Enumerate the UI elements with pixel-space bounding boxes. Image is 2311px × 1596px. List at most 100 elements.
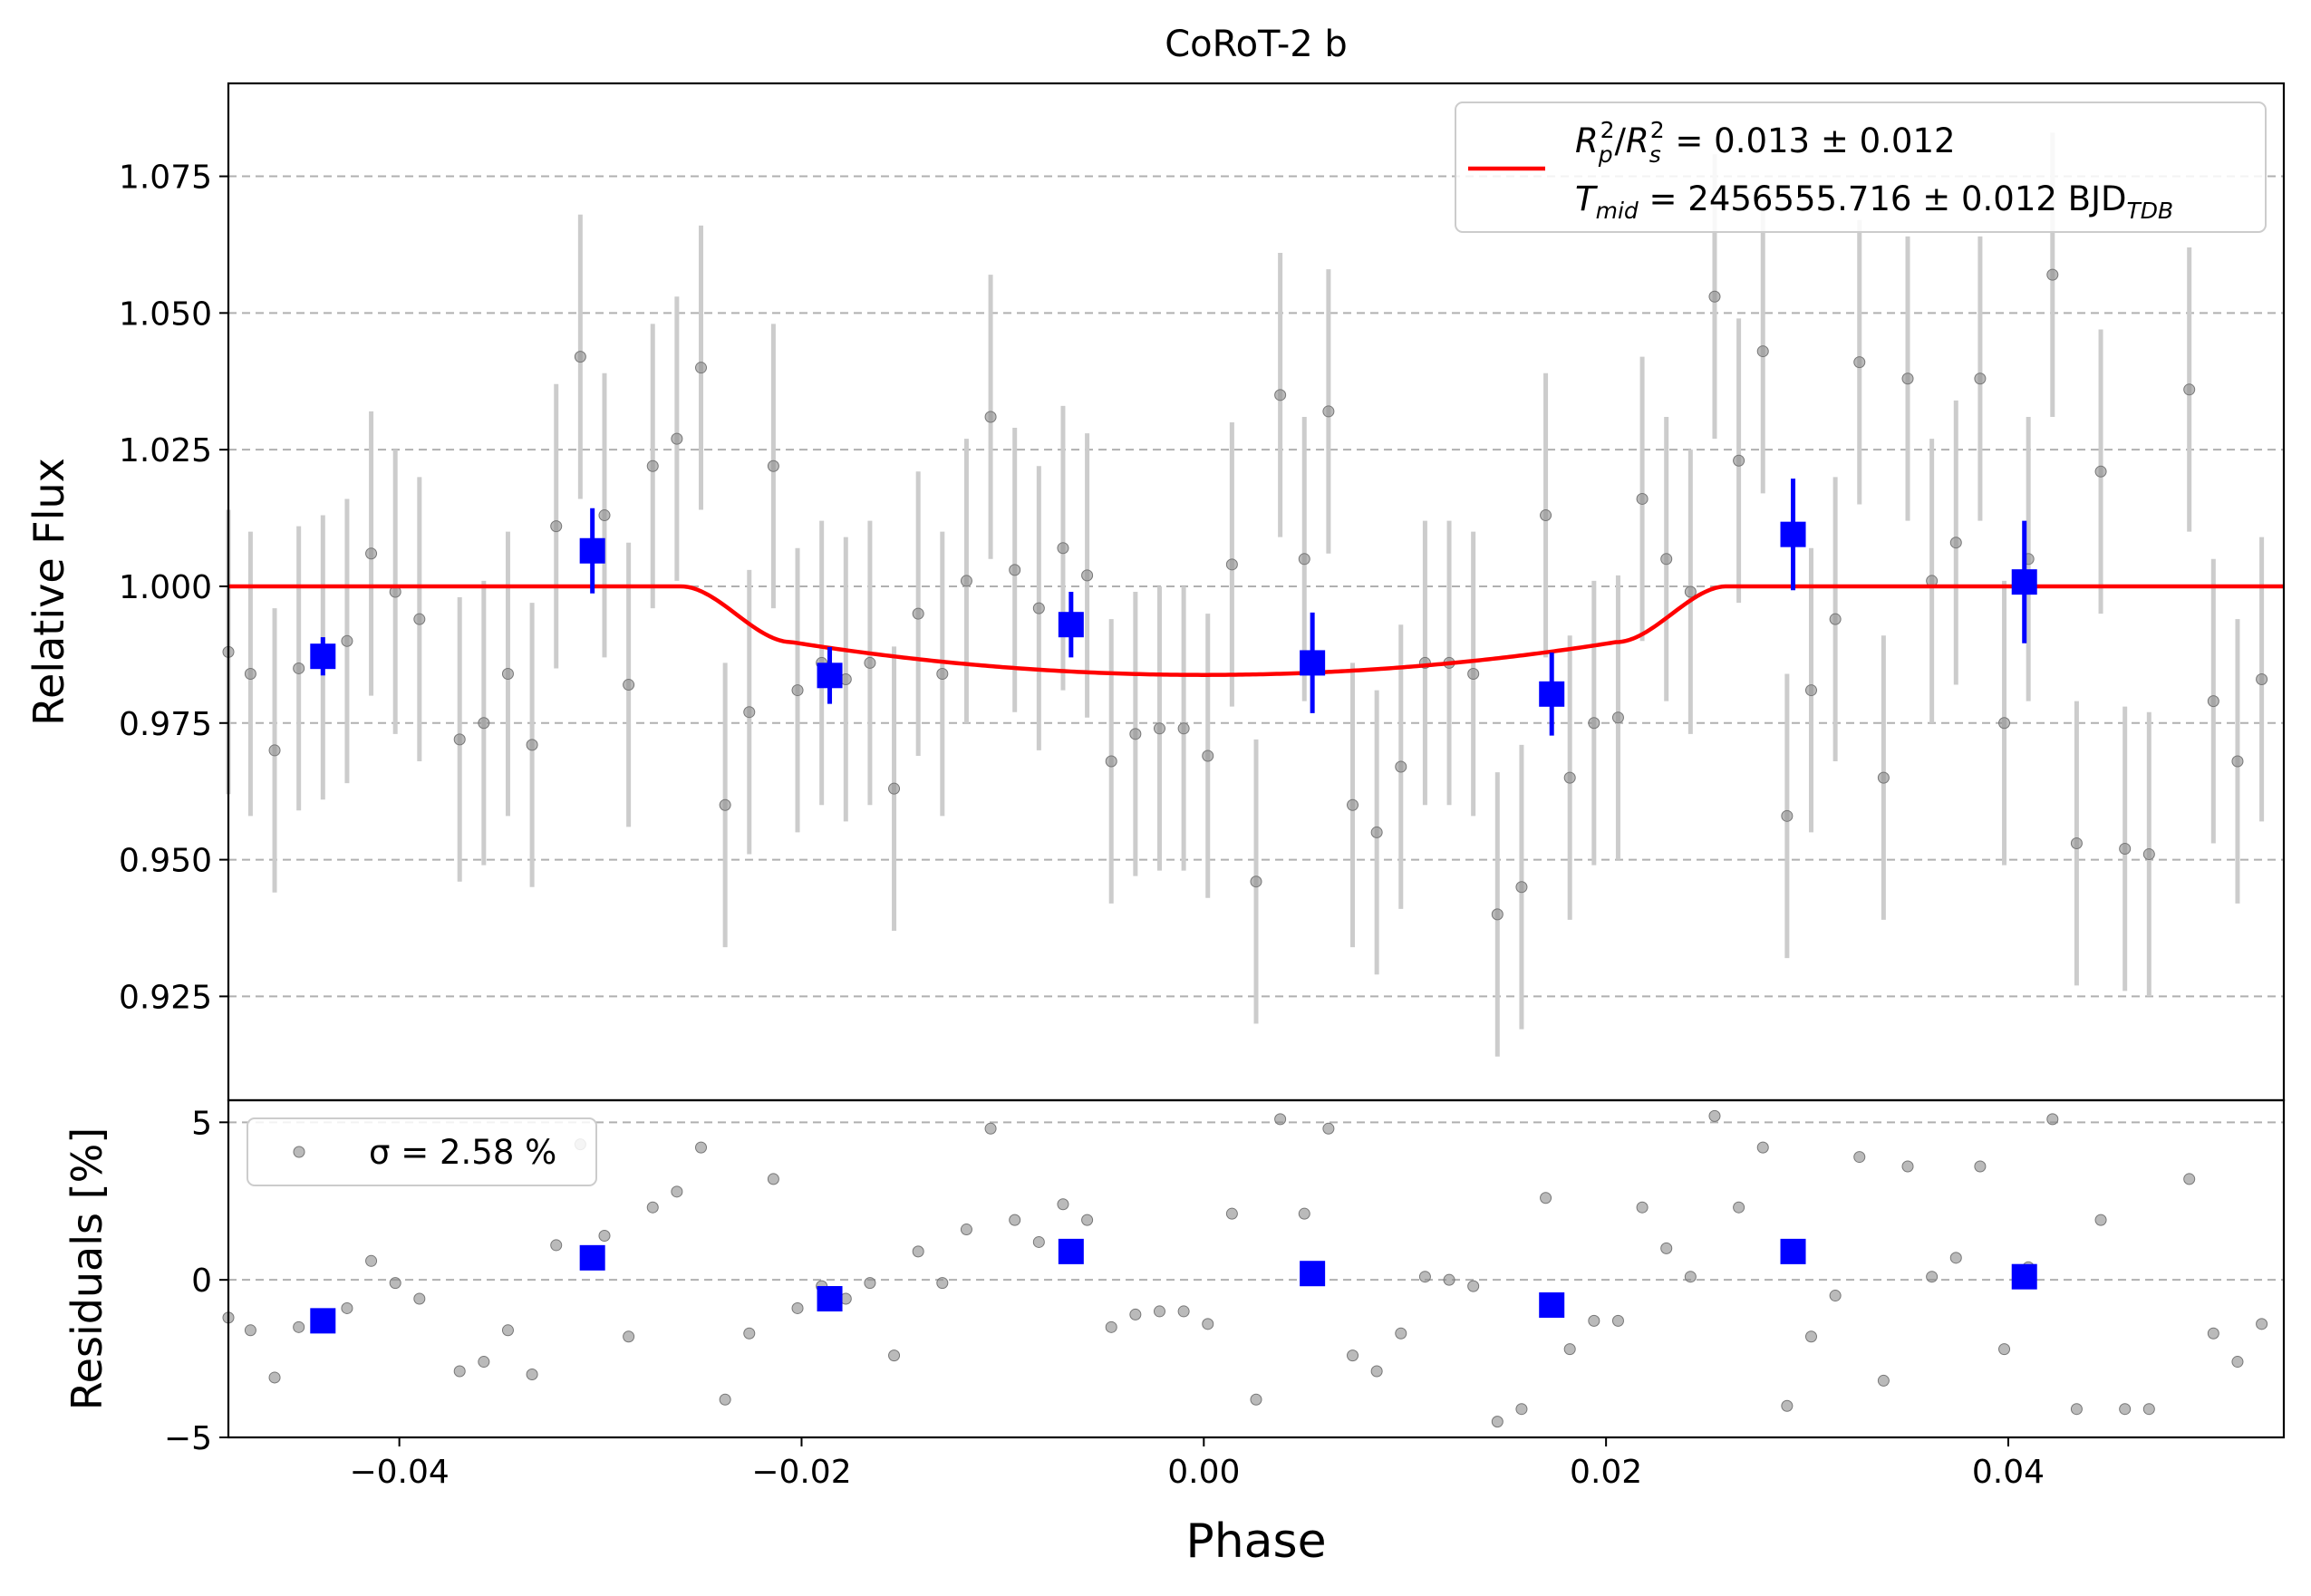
binned-point [1539,681,1565,707]
raw-point [1129,728,1142,740]
x-tick-label: −0.02 [751,1454,851,1491]
residual-raw-point [984,1122,997,1135]
raw-point [598,509,611,522]
x-tick-label: −0.04 [349,1454,449,1491]
residual-raw-point [1684,1271,1697,1283]
residual-raw-point [1804,1330,1817,1343]
residual-raw-point [1660,1242,1673,1254]
raw-point [1781,809,1794,822]
residual-raw-point [341,1301,353,1314]
residual-raw-point [389,1277,401,1290]
raw-point [268,744,281,757]
residual-binned-point [310,1308,336,1334]
residual-raw-point [719,1393,731,1406]
raw-point [550,520,563,533]
residual-raw-point [936,1277,949,1290]
residual-raw-point [2183,1173,2196,1185]
raw-point [1733,454,1745,467]
residual-raw-point [1611,1314,1624,1327]
binned-point [1300,650,1326,676]
binned-point [817,663,843,689]
residual-y-tick-label: 5 [191,1105,212,1142]
raw-point [888,782,901,795]
main-y-tick-label: 1.075 [119,160,212,197]
raw-point [293,662,305,674]
binned-point [2011,569,2037,595]
raw-point [646,459,659,472]
raw-point [1322,405,1335,418]
raw-point [791,684,804,697]
residual-raw-point [501,1324,514,1337]
raw-point [2094,465,2107,478]
chart-title: CoRoT-2 b [1165,24,1348,65]
binned-point [1780,521,1806,547]
raw-point [501,667,514,680]
raw-point [1949,537,1962,549]
residual-raw-point [1853,1151,1866,1164]
residual-raw-point [1443,1273,1455,1286]
main-y-tick-label: 1.000 [119,569,212,606]
residual-raw-point [1225,1207,1238,1220]
residual-raw-point [1998,1343,2011,1356]
raw-point [1515,881,1528,894]
residual-raw-point [1467,1280,1480,1292]
residual-raw-point [1708,1109,1721,1122]
residual-raw-point [1347,1349,1359,1362]
raw-data-points [222,268,2268,921]
raw-point [1829,613,1842,625]
raw-point [453,733,466,746]
residual-raw-point [1515,1403,1528,1416]
residual-raw-point [1756,1141,1769,1154]
raw-point [1660,553,1673,566]
binned-point [579,537,605,564]
residual-raw-point [864,1277,876,1290]
residual-raw-point [1009,1214,1021,1226]
main-y-tick-label: 1.050 [119,295,212,333]
binned-point [1058,612,1084,638]
residual-raw-point [2142,1403,2155,1416]
residual-raw-point [453,1365,466,1378]
raw-point [864,656,876,669]
residual-raw-point [550,1239,563,1252]
x-axis-ticks: −0.04 −0.02 0.00 0.02 0.04 [349,1437,2045,1491]
raw-point [413,613,426,625]
residual-raw-point [791,1301,804,1314]
raw-point [1370,826,1383,838]
residual-raw-point [1877,1374,1890,1387]
residual-raw-point [1250,1393,1262,1406]
raw-point [1347,798,1359,811]
residual-binned-point [1058,1238,1084,1264]
residual-raw-point [1057,1198,1069,1211]
residual-binned-point [579,1244,605,1271]
residual-y-axis-label: Residuals [%] [63,1127,111,1410]
raw-point [1804,684,1817,697]
raw-point [1636,492,1649,505]
raw-point [2183,383,2196,396]
residual-binned-points [310,1238,2037,1334]
residual-raw-point [1829,1290,1842,1302]
raw-point [719,798,731,811]
residual-raw-point [646,1201,659,1214]
residual-raw-point [293,1320,305,1333]
model-legend-box [1455,102,2267,233]
raw-point [1298,553,1310,566]
residual-raw-point [1926,1271,1939,1283]
residual-legend-marker [293,1146,305,1158]
residual-y-tick-label: 0 [191,1262,212,1300]
raw-point [1684,585,1697,598]
raw-point [1974,372,1987,385]
raw-point [1467,667,1480,680]
raw-point [244,667,256,680]
residual-y-tick-label: −5 [164,1420,212,1457]
model-legend: Rp2/Rs2 = 0.013 ± 0.012 Tmid = 2456555.7… [1455,102,2267,233]
raw-point [1756,345,1769,358]
raw-point [1202,750,1214,762]
raw-point [1057,542,1069,555]
model-legend-line2: Tmid = 2456555.716 ± 0.012 BJDTDB [1575,179,2173,224]
raw-point [1105,755,1117,768]
raw-point [1998,717,2011,730]
residual-raw-point [2119,1403,2132,1416]
residual-binned-point [817,1286,843,1312]
residual-raw-point [2094,1214,2107,1226]
